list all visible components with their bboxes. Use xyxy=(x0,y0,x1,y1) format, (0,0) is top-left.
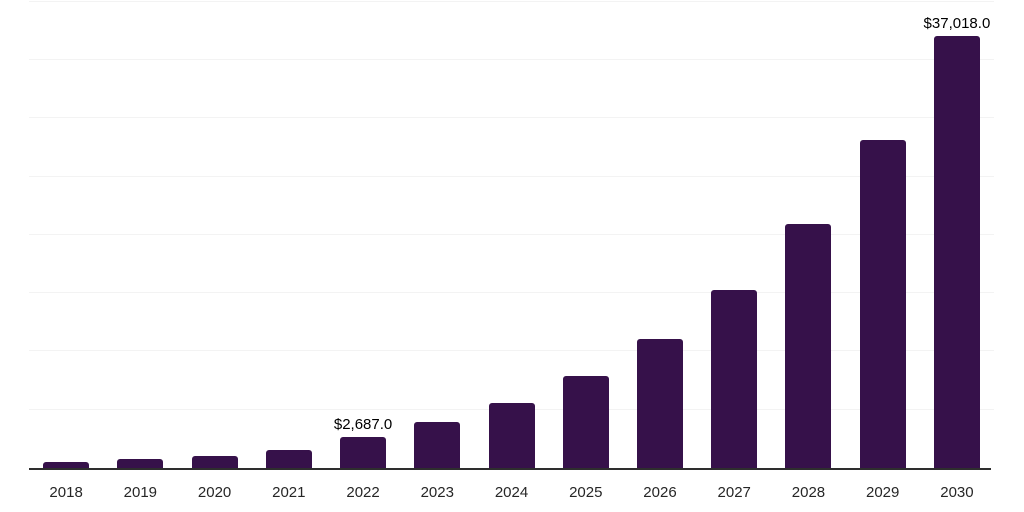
x-tick-2024: 2024 xyxy=(494,484,529,501)
bar-2020[interactable] xyxy=(191,455,238,468)
bar-2021[interactable] xyxy=(265,449,312,468)
bar-slot-2019 xyxy=(103,0,177,468)
bar-slot-2022: $2,687.0 xyxy=(326,0,400,468)
data-label-2030: $37,018.0 xyxy=(923,15,991,33)
bar-slot-2024 xyxy=(474,0,548,468)
bar-slot-2026 xyxy=(623,0,697,468)
bar-slot-2018 xyxy=(29,0,103,468)
gridline-10000 xyxy=(29,350,994,352)
x-tick-2021: 2021 xyxy=(272,484,306,501)
bar-slot-2020 xyxy=(177,0,251,468)
bar-2030[interactable] xyxy=(933,36,980,468)
bar-2029[interactable] xyxy=(859,139,906,468)
x-tick-2022: 2022 xyxy=(346,484,380,501)
x-tick-2028: 2028 xyxy=(791,484,826,501)
x-tick-2020: 2020 xyxy=(197,484,232,501)
plot-area: $2,687.0 $37,018.0 xyxy=(29,0,994,468)
bar-2023[interactable] xyxy=(414,422,461,468)
bar-slot-2030: $37,018.0 xyxy=(920,0,994,468)
x-tick-2027: 2027 xyxy=(717,484,751,501)
gridline-25000 xyxy=(29,175,994,177)
bar-slot-2028 xyxy=(771,0,845,468)
gridline-35000 xyxy=(29,58,994,60)
bar-2019[interactable] xyxy=(117,459,164,468)
bars-row: $2,687.0 $37,018.0 xyxy=(29,0,994,468)
gridline-40000 xyxy=(29,0,994,2)
x-axis-line xyxy=(29,468,991,470)
bar-slot-2025 xyxy=(549,0,623,468)
x-tick-2029: 2029 xyxy=(866,484,900,501)
x-tick-2025: 2025 xyxy=(569,484,603,501)
bar-slot-2023 xyxy=(400,0,474,468)
bar-2028[interactable] xyxy=(785,224,832,468)
bar-2018[interactable] xyxy=(43,461,90,468)
bar-2026[interactable] xyxy=(636,338,683,468)
x-tick-2018: 2018 xyxy=(49,484,83,501)
data-label-2022: $2,687.0 xyxy=(333,415,393,433)
bar-slot-2029 xyxy=(846,0,920,468)
gridline-30000 xyxy=(29,117,994,119)
bar-2024[interactable] xyxy=(488,402,535,468)
x-tick-2026: 2026 xyxy=(643,484,677,501)
gridline-15000 xyxy=(29,292,994,294)
x-tick-2030: 2030 xyxy=(940,484,974,501)
bar-2022[interactable] xyxy=(340,436,387,468)
x-axis-labels: 2018 2019 2020 2021 2022 2023 2024 2025 2026 2027… xyxy=(29,483,994,503)
gridline-20000 xyxy=(29,233,994,235)
x-tick-2019: 2019 xyxy=(123,484,158,501)
bar-2025[interactable] xyxy=(562,375,609,468)
bar-2027[interactable] xyxy=(711,289,758,468)
bar-slot-2021 xyxy=(252,0,326,468)
bar-slot-2027 xyxy=(697,0,771,468)
x-tick-2023: 2023 xyxy=(420,484,454,501)
